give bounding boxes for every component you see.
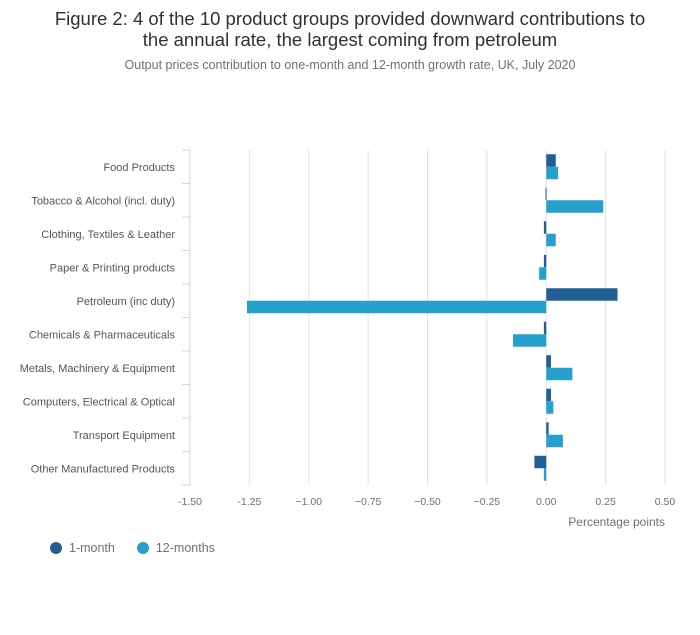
- bar-1-month: [543, 254, 547, 268]
- x-tick-label: −0.75: [355, 496, 382, 508]
- category-label: Clothing, Textiles & Leather: [41, 229, 175, 241]
- bar-1-month: [543, 221, 547, 234]
- x-tick-label: −0.25: [474, 496, 501, 508]
- category-label: Metals, Machinery & Equipment: [20, 363, 175, 375]
- category-label: Chemicals & Pharmaceuticals: [29, 329, 176, 341]
- bar-1-month: [546, 154, 556, 167]
- x-tick-label: 0.00: [536, 496, 557, 508]
- category-label: Computers, Electrical & Optical: [23, 396, 175, 408]
- bar-12-months: [546, 434, 563, 448]
- legend-label-1-month: 1-month: [69, 541, 115, 555]
- x-tick-label: -1.25: [237, 496, 261, 508]
- bar-1-month: [534, 455, 547, 469]
- category-label: Petroleum (inc duty): [77, 296, 175, 308]
- chart-legend: 1-month 12-months: [50, 541, 237, 555]
- category-label: Other Manufactured Products: [31, 463, 176, 475]
- chart-subtitle: Output prices contribution to one-month …: [124, 58, 576, 72]
- legend-item-1-month: 1-month: [50, 541, 115, 555]
- bar-1-month: [546, 288, 618, 301]
- category-label: Food Products: [103, 162, 175, 174]
- x-tick-label: 0.50: [655, 496, 676, 508]
- category-label: Transport Equipment: [73, 430, 175, 442]
- x-axis-label: Percentage points: [568, 515, 665, 529]
- category-label: Paper & Printing products: [50, 262, 176, 274]
- x-tick-label: −0.50: [414, 496, 441, 508]
- bar-12-months: [247, 300, 547, 314]
- bar-12-months: [546, 367, 573, 381]
- x-tick-label: −1.00: [295, 496, 322, 508]
- chart-title: Figure 2: 4 of the 10 product groups pro…: [0, 8, 700, 50]
- bar-1-month: [546, 388, 551, 402]
- bar-1-month: [543, 321, 547, 335]
- bar-12-months: [543, 468, 547, 481]
- category-label: Tobacco & Alcohol (incl. duty): [31, 195, 175, 207]
- bar-1-month: [546, 355, 551, 368]
- bar-12-months: [546, 233, 556, 247]
- chart-title-line-1: Figure 2: 4 of the 10 product groups pro…: [54, 8, 646, 29]
- chart-title-line-2: the annual rate, the largest coming from…: [142, 29, 558, 50]
- bar-12-months: [546, 166, 559, 180]
- bar-12-months: [539, 267, 547, 280]
- legend-swatch-12-months: [136, 542, 149, 554]
- legend-swatch-1-month: [50, 542, 62, 554]
- legend-label-12-months: 12-months: [155, 541, 215, 555]
- bar-12-months: [546, 200, 604, 213]
- bar-1-month: [545, 187, 547, 201]
- bar-1-month: [546, 422, 549, 435]
- x-tick-label: 0.25: [595, 496, 616, 508]
- x-tick-label: -1.50: [178, 496, 202, 508]
- bar-12-months: [546, 401, 554, 414]
- bar-12-months: [513, 334, 547, 347]
- legend-item-12-months: 12-months: [136, 541, 215, 555]
